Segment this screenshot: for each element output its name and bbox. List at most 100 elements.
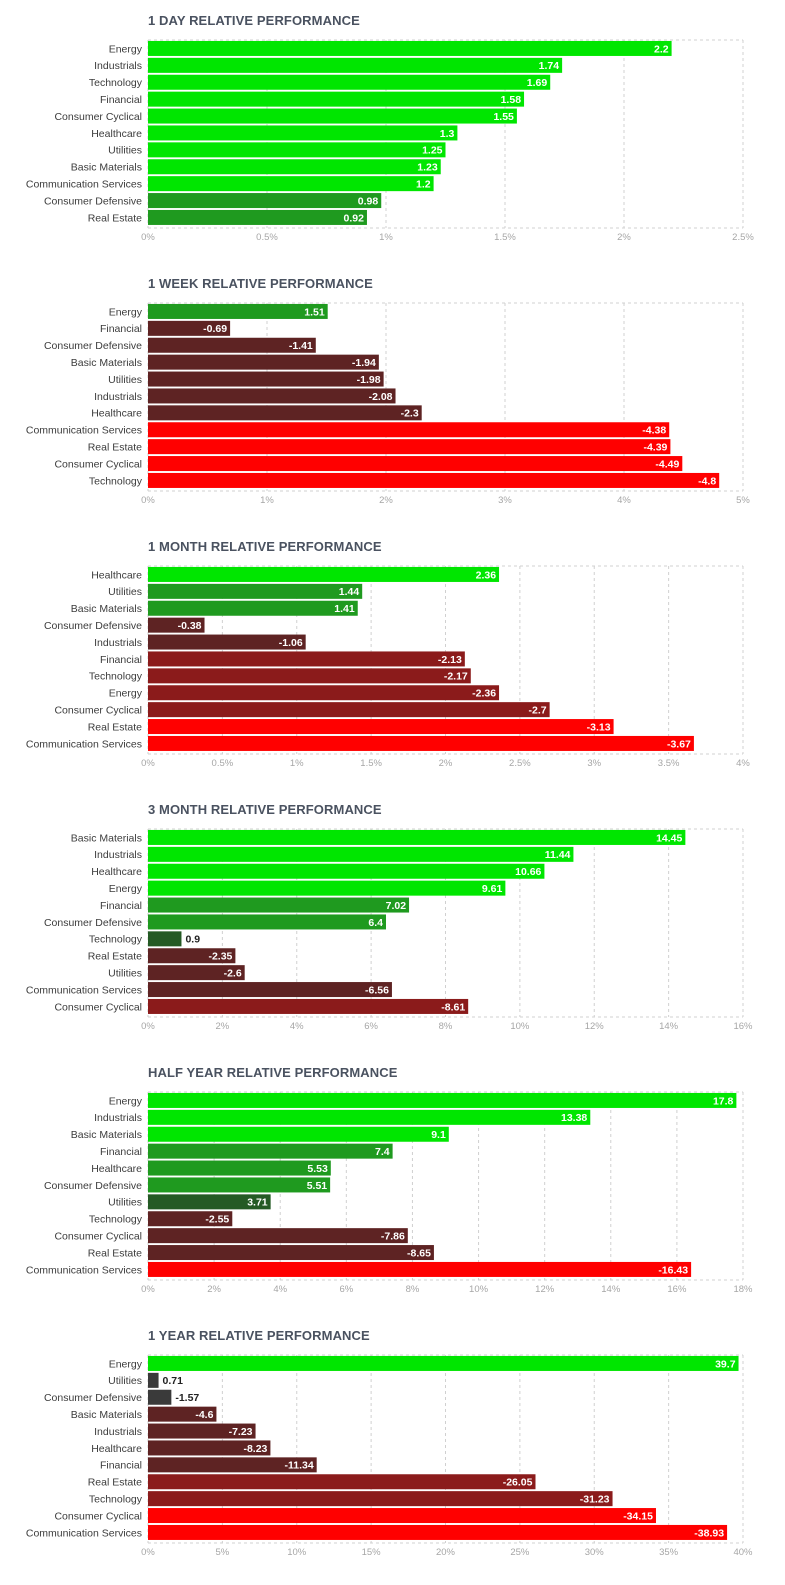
bar-basic-materials[interactable] <box>148 600 358 616</box>
bar-real-estate[interactable] <box>148 948 236 964</box>
bar-basic-materials[interactable] <box>148 829 686 845</box>
bar-basic-materials[interactable] <box>148 1406 217 1422</box>
bar-real-estate[interactable] <box>148 1474 536 1490</box>
category-label-consumer-defensive: Consumer Defensive <box>44 195 142 207</box>
bar-technology[interactable] <box>148 472 720 488</box>
bar-healthcare[interactable] <box>148 863 545 879</box>
bar-consumer-cyclical[interactable] <box>148 1228 408 1244</box>
bar-energy[interactable] <box>148 40 672 56</box>
value-label: -3.67 <box>667 738 691 750</box>
bar-technology[interactable] <box>148 668 471 684</box>
bar-technology[interactable] <box>148 931 182 947</box>
bar-communication-services[interactable] <box>148 422 670 438</box>
bar-communication-services[interactable] <box>148 982 392 998</box>
category-label-healthcare: Healthcare <box>91 128 142 140</box>
bar-basic-materials[interactable] <box>148 159 441 175</box>
bar-utilities[interactable] <box>148 1194 271 1210</box>
bar-utilities[interactable] <box>148 583 363 599</box>
bar-technology[interactable] <box>148 1211 233 1227</box>
value-label: -38.93 <box>694 1527 724 1539</box>
bar-energy[interactable] <box>148 1355 739 1371</box>
bar-energy[interactable] <box>148 1092 737 1108</box>
bar-consumer-cyclical[interactable] <box>148 108 517 124</box>
bar-financial[interactable] <box>148 320 231 336</box>
bar-energy[interactable] <box>148 880 506 896</box>
value-label: -4.8 <box>698 475 716 487</box>
bar-consumer-cyclical[interactable] <box>148 998 469 1014</box>
bar-consumer-defensive[interactable] <box>148 193 382 209</box>
bar-consumer-defensive[interactable] <box>148 337 316 353</box>
category-label-industrials: Industrials <box>94 1112 142 1124</box>
bar-industrials[interactable] <box>148 846 574 862</box>
bar-industrials[interactable] <box>148 1109 591 1125</box>
bar-real-estate[interactable] <box>148 719 614 735</box>
bar-utilities[interactable] <box>148 1372 159 1388</box>
bar-real-estate[interactable] <box>148 209 367 225</box>
category-label-basic-materials: Basic Materials <box>71 1409 142 1421</box>
bar-technology[interactable] <box>148 1491 613 1507</box>
category-label-communication-services: Communication Services <box>26 425 142 437</box>
value-label: 5.51 <box>307 1180 328 1192</box>
bar-utilities[interactable] <box>148 965 245 981</box>
category-label-real-estate: Real Estate <box>88 951 142 963</box>
value-label: 7.4 <box>375 1146 390 1158</box>
bar-financial[interactable] <box>148 91 525 107</box>
bar-technology[interactable] <box>148 74 551 90</box>
bar-financial[interactable] <box>148 1143 393 1159</box>
bar-utilities[interactable] <box>148 371 384 387</box>
chart-title: 1 YEAR RELATIVE PERFORMANCE <box>148 1328 370 1343</box>
bar-consumer-cyclical[interactable] <box>148 456 683 472</box>
bar-financial[interactable] <box>148 651 465 667</box>
bar-basic-materials[interactable] <box>148 354 379 370</box>
x-tick-label: 0% <box>141 232 155 243</box>
category-label-consumer-cyclical: Consumer Cyclical <box>54 1510 142 1522</box>
value-label: 1.58 <box>501 94 522 106</box>
bar-utilities[interactable] <box>148 142 446 158</box>
bar-communication-services[interactable] <box>148 735 694 751</box>
bar-consumer-defensive[interactable] <box>148 1177 331 1193</box>
bar-healthcare[interactable] <box>148 1440 271 1456</box>
bar-healthcare[interactable] <box>148 1160 331 1176</box>
bar-real-estate[interactable] <box>148 439 671 455</box>
x-tick-label: 1.5% <box>360 758 382 769</box>
category-label-utilities: Utilities <box>108 586 142 598</box>
x-tick-label: 16% <box>733 1021 753 1032</box>
bar-consumer-defensive[interactable] <box>148 1389 172 1405</box>
bar-consumer-defensive[interactable] <box>148 914 386 930</box>
bar-consumer-defensive[interactable] <box>148 617 205 633</box>
category-label-industrials: Industrials <box>94 60 142 72</box>
bar-real-estate[interactable] <box>148 1245 434 1261</box>
value-label: 39.7 <box>715 1358 736 1370</box>
bar-basic-materials[interactable] <box>148 1126 449 1142</box>
bar-energy[interactable] <box>148 303 328 319</box>
bar-industrials[interactable] <box>148 57 563 73</box>
value-label: 1.51 <box>304 306 325 318</box>
bar-communication-services[interactable] <box>148 1261 692 1277</box>
bar-energy[interactable] <box>148 685 500 701</box>
x-tick-label: 3% <box>498 495 512 506</box>
chart-panel-1-month-relative-performance: 1 MONTH RELATIVE PERFORMANCE 0% 0.5% 1% 1.5%… <box>0 526 785 789</box>
category-label-consumer-cyclical: Consumer Cyclical <box>54 704 142 716</box>
category-label-real-estate: Real Estate <box>88 1477 142 1489</box>
bar-industrials[interactable] <box>148 1423 256 1439</box>
value-label: 1.3 <box>440 128 455 140</box>
value-label: -4.39 <box>643 441 667 453</box>
bar-financial[interactable] <box>148 897 410 913</box>
value-label: -26.05 <box>503 1477 533 1489</box>
value-label: -8.61 <box>441 1001 465 1013</box>
bar-communication-services[interactable] <box>148 1524 728 1540</box>
bar-financial[interactable] <box>148 1457 317 1473</box>
chart-title: 1 DAY RELATIVE PERFORMANCE <box>148 13 360 28</box>
bar-communication-services[interactable] <box>148 176 434 192</box>
bar-consumer-cyclical[interactable] <box>148 702 550 718</box>
bar-industrials[interactable] <box>148 634 306 650</box>
value-label: 1.25 <box>422 145 443 157</box>
bar-industrials[interactable] <box>148 388 396 404</box>
value-label: 0.92 <box>344 212 365 224</box>
category-label-basic-materials: Basic Materials <box>71 162 142 174</box>
bar-healthcare[interactable] <box>148 405 422 421</box>
bar-healthcare[interactable] <box>148 125 458 141</box>
category-label-healthcare: Healthcare <box>91 408 142 420</box>
bar-consumer-cyclical[interactable] <box>148 1508 656 1524</box>
bar-healthcare[interactable] <box>148 566 500 582</box>
